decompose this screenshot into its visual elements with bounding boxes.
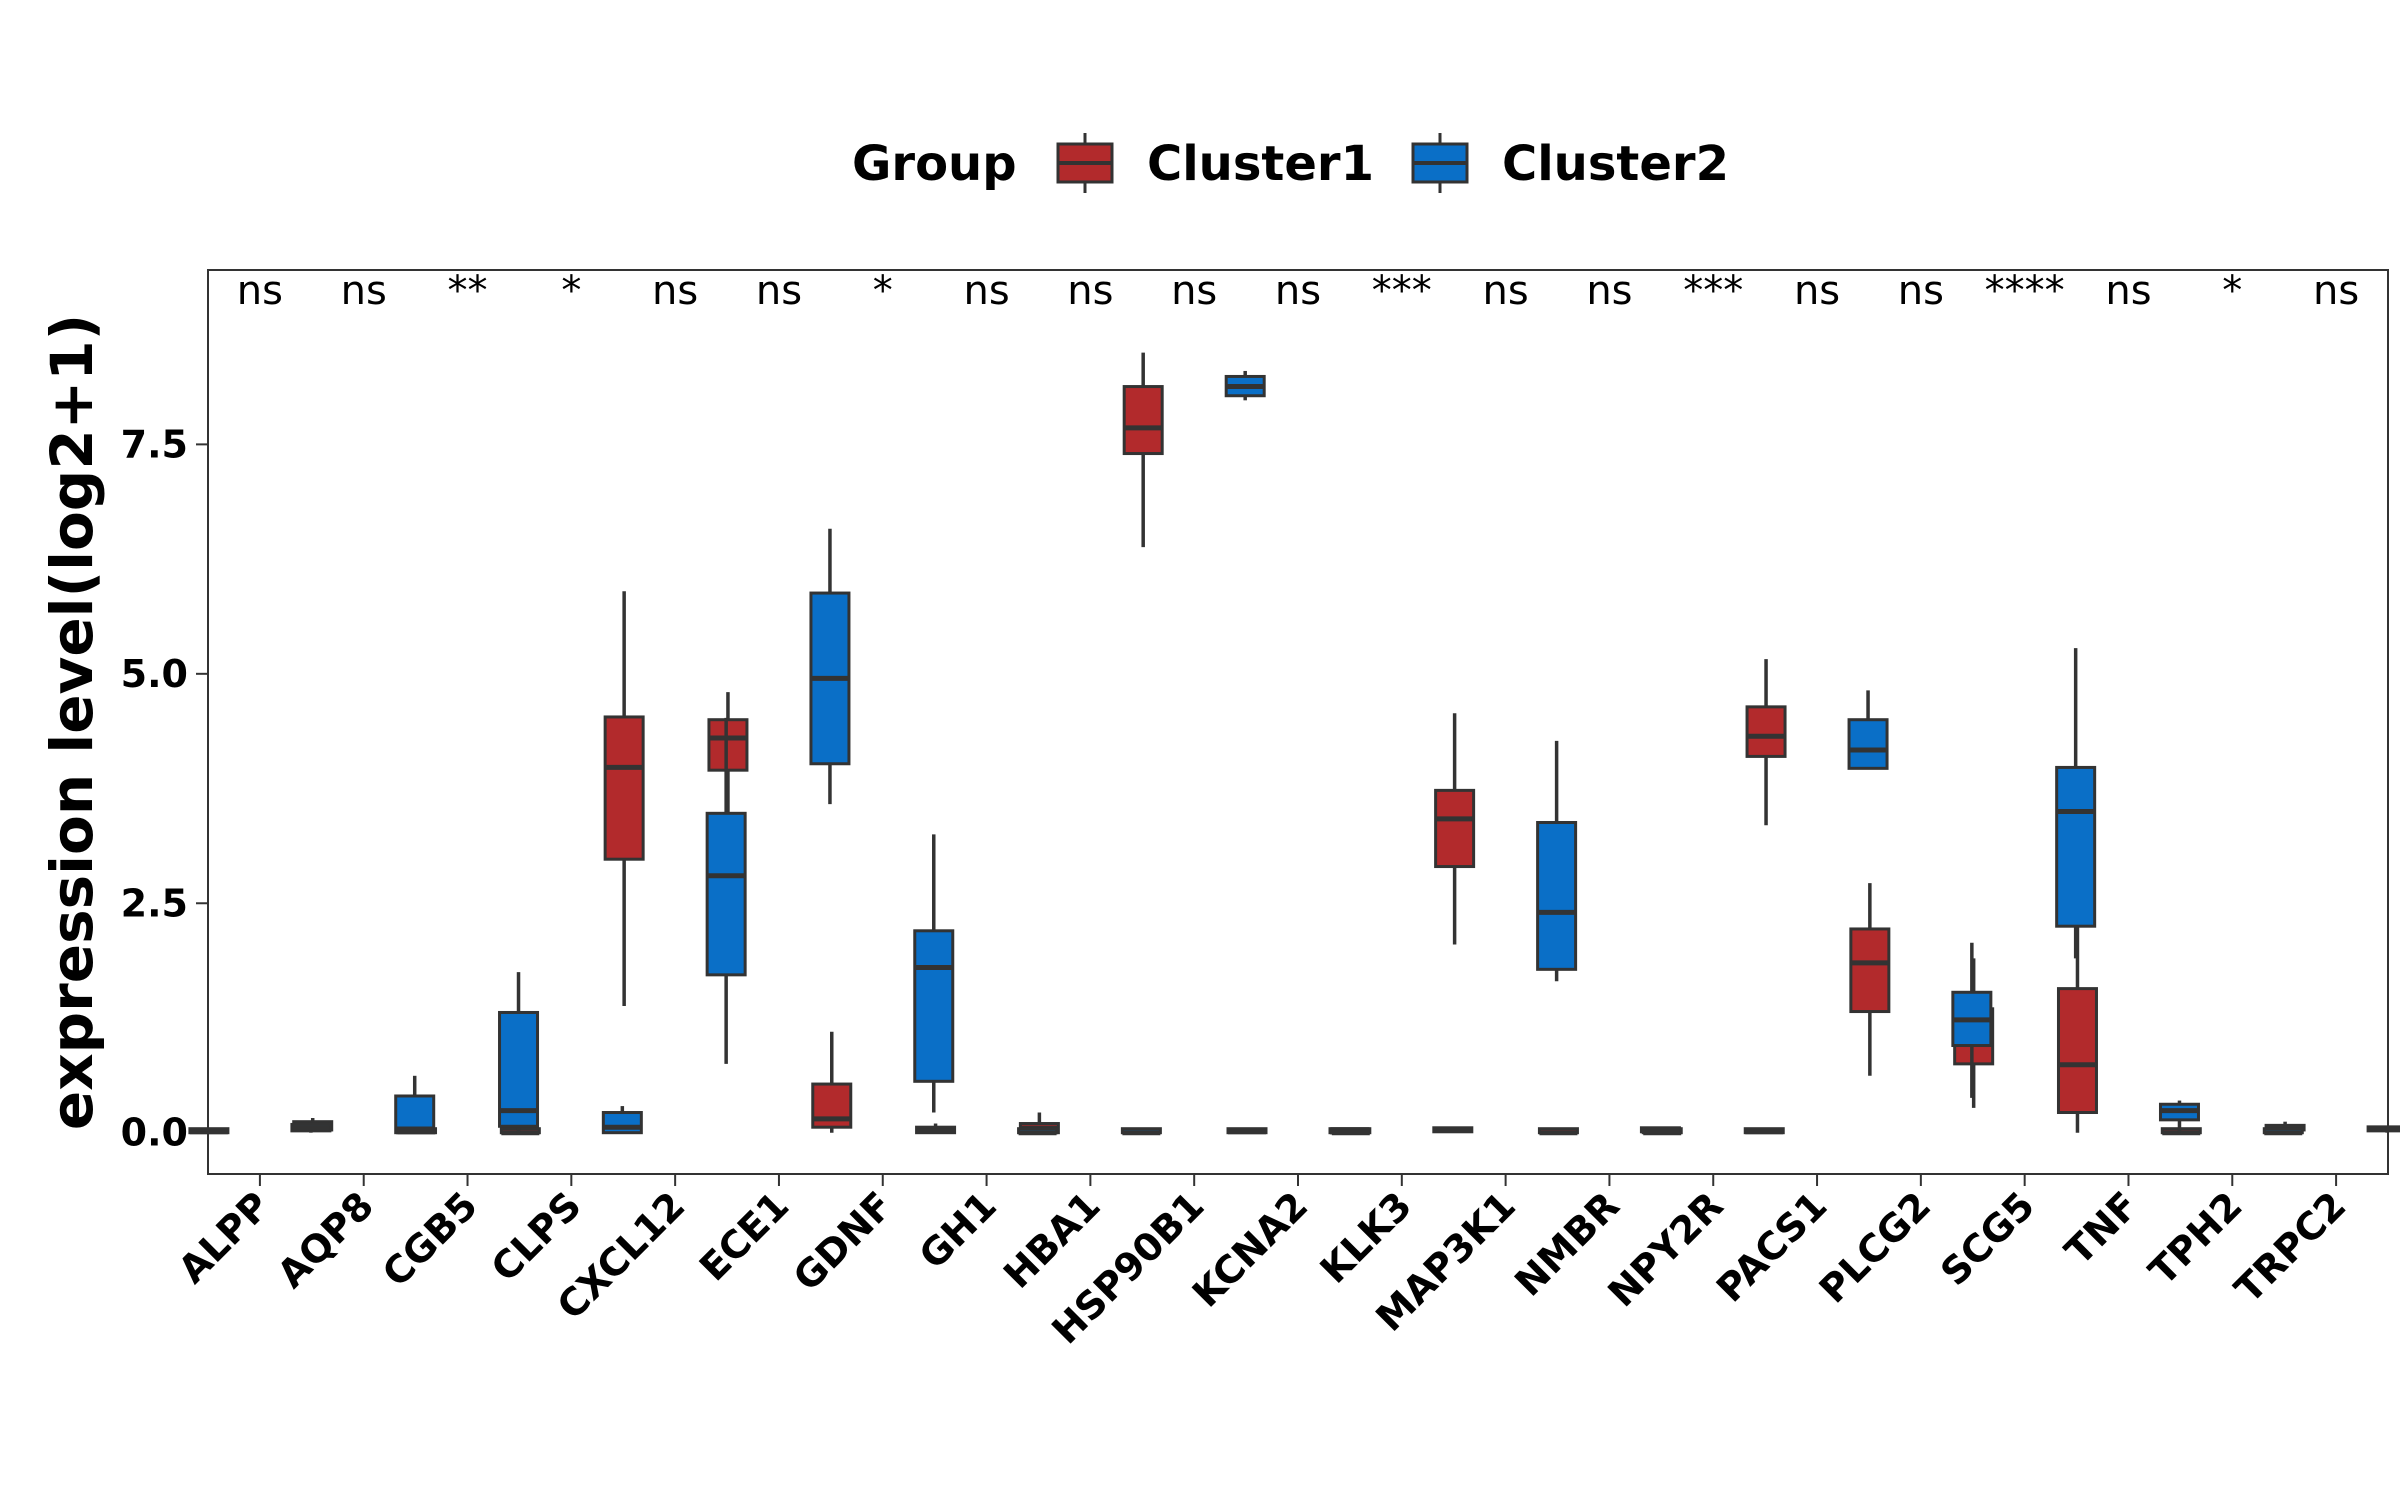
box-Cluster1-TPH2 (2160, 1127, 2202, 1136)
legend: Group Cluster1 Cluster2 (852, 133, 1729, 193)
x-tick-label: ALPP (170, 1183, 278, 1291)
x-tick-label: GDNF (785, 1183, 901, 1299)
significance-label: ns (2313, 268, 2359, 314)
x-tick-label: CGB5 (374, 1183, 486, 1295)
box-body (498, 1010, 540, 1128)
box-Cluster1-ECE1 (707, 692, 749, 840)
significance-label: **** (1985, 268, 2065, 314)
box-Cluster2-GDNF (913, 834, 955, 1113)
box-Cluster1-CXCL12 (603, 591, 645, 1007)
box-Cluster2-KCNA2 (1328, 1127, 1370, 1135)
box-Cluster2-TRPC2 (2366, 1125, 2400, 1133)
significance-label: ns (2105, 268, 2151, 314)
box-Cluster2-HSP90B1 (1224, 370, 1266, 401)
box-Cluster2-MAP3K1 (1536, 740, 1578, 982)
box-Cluster1-GDNF (811, 1031, 853, 1133)
box-body (707, 718, 749, 772)
significance-label: ns (341, 268, 387, 314)
y-tick-label: 5.0 (121, 652, 188, 696)
box-body (1847, 718, 1889, 770)
significance-label: ns (1898, 268, 1944, 314)
significance-label: ns (1067, 268, 1113, 314)
box-Cluster1-MAP3K1 (1434, 713, 1476, 945)
significance-label: * (2222, 268, 2242, 314)
legend-item-label: Cluster1 (1147, 136, 1374, 192)
box-body (2055, 765, 2097, 928)
significance-label: ns (1586, 268, 1632, 314)
box-Cluster2-NMBR (1639, 1126, 1681, 1134)
legend-title: Group (852, 136, 1017, 192)
significance-label: ns (237, 268, 283, 314)
significance-label: * (561, 268, 581, 314)
significance-label: *** (1372, 268, 1432, 314)
legend-item-label: Cluster2 (1502, 136, 1729, 192)
significance-label: ns (756, 268, 802, 314)
x-tick-label: SCG5 (1932, 1183, 2043, 1294)
box-Cluster2-CGB5 (498, 972, 540, 1133)
y-axis: 0.0 2.5 5.0 7.5 (121, 422, 208, 1155)
box-Cluster2-GH1 (1017, 1127, 1059, 1136)
box-body (1122, 385, 1164, 456)
y-tick-label: 7.5 (121, 422, 188, 466)
x-tick-label: KCNA2 (1184, 1183, 1316, 1315)
box-Cluster2-CLPS (601, 1106, 643, 1135)
box-body (705, 811, 747, 977)
significance-label: ns (1275, 268, 1321, 314)
x-tick-label: AQP8 (269, 1183, 382, 1296)
box-Cluster1-PACS1 (1745, 659, 1787, 826)
box-body (603, 715, 645, 861)
x-tick-label: ECE1 (691, 1183, 797, 1289)
box-body (1745, 705, 1787, 758)
box-Cluster2-KLK3 (1432, 1126, 1474, 1134)
x-tick-label: GH1 (911, 1183, 1005, 1277)
box-Cluster1-KCNA2 (1226, 1127, 1268, 1135)
box-Cluster2-PLCG2 (1951, 942, 1993, 1098)
box-Cluster1-NMBR (1537, 1127, 1579, 1136)
box-Cluster2-PACS1 (1847, 690, 1889, 770)
box-Cluster1-PLCG2 (1849, 883, 1891, 1076)
series-Cluster2 (290, 370, 2400, 1136)
x-tick-label: NPY2R (1599, 1183, 1731, 1315)
box-Cluster2-AQP8 (394, 1075, 436, 1135)
y-axis-title: expression level(log2+1) (38, 314, 106, 1130)
box-Cluster2-TPH2 (2262, 1127, 2304, 1136)
significance-label: ** (448, 268, 488, 314)
x-tick-label: TRPC2 (2226, 1183, 2354, 1311)
box-Cluster2-TNF (2158, 1100, 2200, 1133)
box-body (1849, 927, 1891, 1014)
box-body (913, 929, 955, 1083)
box-body (1536, 820, 1578, 971)
significance-label: * (873, 268, 893, 314)
x-tick-label: PACS1 (1708, 1183, 1835, 1310)
significance-label: ns (1483, 268, 1529, 314)
y-tick-label: 0.0 (121, 1111, 188, 1155)
box-Cluster1-GH1 (915, 1123, 957, 1135)
box-Cluster2-ECE1 (809, 528, 851, 805)
significance-label: ns (963, 268, 1009, 314)
box-Cluster2-NPY2R (1743, 1127, 1785, 1135)
box-Cluster2-CXCL12 (705, 717, 747, 1064)
box-body (2056, 987, 2098, 1115)
significance-label: *** (1683, 268, 1743, 314)
y-tick-label: 2.5 (121, 881, 188, 925)
box-Cluster1-HSP90B1 (1122, 352, 1164, 548)
box-Cluster2-ALPP (290, 1121, 332, 1133)
significance-label: ns (652, 268, 698, 314)
significance-label: ns (1171, 268, 1217, 314)
box-Cluster1-CLPS (499, 1127, 541, 1136)
boxes-layer (188, 352, 2400, 1136)
box-Cluster2-HBA1 (1120, 1127, 1162, 1136)
significance-label: ns (1794, 268, 1840, 314)
box-Cluster2-SCG5 (2055, 648, 2097, 959)
x-tick-label: PLCG2 (1811, 1183, 1939, 1311)
x-tick-label: TNF (2057, 1183, 2147, 1273)
significance-labels: ns ns ** * ns ns * ns ns ns ns *** ns ns *** ns ns **** ns… (237, 268, 2359, 314)
box-body (1434, 788, 1476, 869)
